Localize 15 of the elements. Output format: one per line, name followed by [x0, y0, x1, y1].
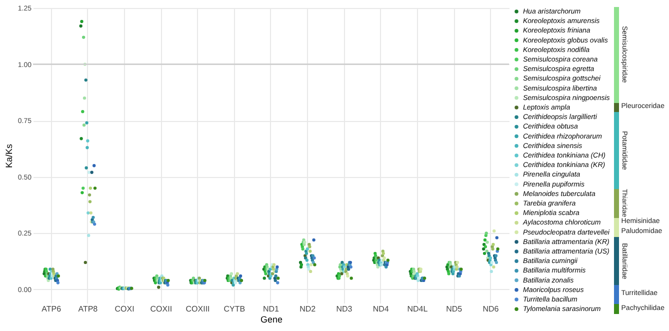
x-tick-label: ND4	[372, 304, 390, 314]
x-tick-label: COXI	[114, 304, 134, 314]
x-tick-label: CYTB	[224, 304, 246, 314]
x-tick-label: COXII	[150, 304, 172, 314]
x-tick-label: ATP6	[42, 304, 62, 314]
x-tick-label: COXIII	[186, 304, 210, 314]
x-tick-label: ND3	[336, 304, 353, 314]
x-tick-label: ND4L	[407, 304, 428, 314]
y-axis-title: Ka/Ks	[4, 143, 14, 168]
x-tick-label: ND1	[262, 304, 280, 314]
x-axis-title: Gene	[260, 314, 283, 324]
x-tick-label: ND2	[300, 304, 316, 314]
x-tick-label: ND5	[446, 304, 463, 314]
x-tick-label: ATP8	[78, 304, 98, 314]
x-tick-label: ND6	[482, 304, 500, 314]
